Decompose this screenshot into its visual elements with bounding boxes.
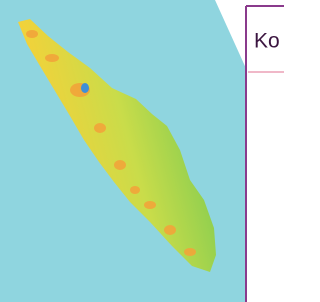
- card-title: Ko: [254, 30, 280, 53]
- screenshot: Ko: [0, 0, 284, 302]
- page: Ko (() => { const data = JSON.parse(docu…: [0, 0, 284, 302]
- info-card: Ko: [246, 6, 284, 302]
